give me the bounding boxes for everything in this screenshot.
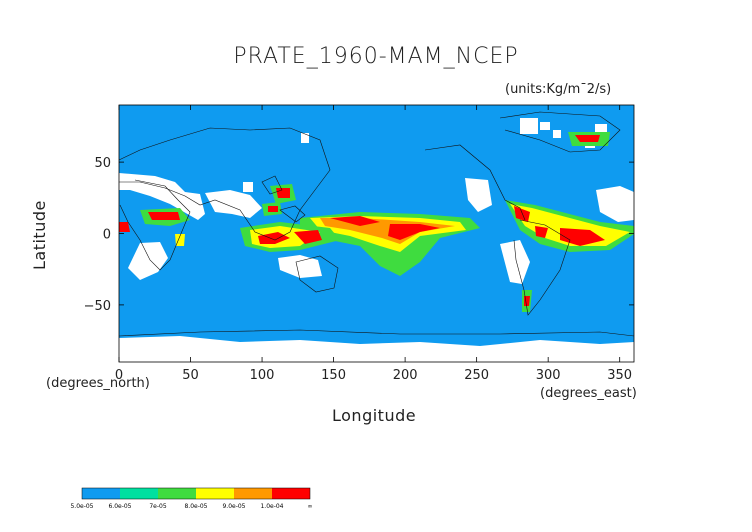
colorbar-label: 8.0e-05 xyxy=(184,503,207,510)
x-tick-label: 150 xyxy=(321,368,346,383)
precip-contours xyxy=(119,132,634,312)
x-tick-label: 100 xyxy=(250,368,275,383)
colorbar-label: 7e-05 xyxy=(149,503,166,510)
x-tick-label: 0 xyxy=(115,368,123,383)
colorbar-label: 1.0e-04 xyxy=(260,503,283,510)
x-tick-label: 350 xyxy=(607,368,632,383)
coastlines xyxy=(118,111,635,337)
colorbar-frame xyxy=(81,487,311,500)
colorbar-swatch xyxy=(196,488,234,499)
colorbar-swatch xyxy=(82,488,120,499)
colorbar-swatch xyxy=(120,488,158,499)
y-tick-label: 50 xyxy=(94,156,111,171)
colorbar-label: ∞ xyxy=(308,503,313,510)
colorbar-label: 9.0e-05 xyxy=(222,503,245,510)
units-label: (units:Kg/m¯2/s) xyxy=(505,82,612,97)
y-axis-ticks: 50 0 −50 xyxy=(84,156,634,314)
colorbar-swatch xyxy=(272,488,310,499)
x-tick-label: 300 xyxy=(536,368,561,383)
y-tick-label: −50 xyxy=(84,299,111,314)
x-unit-right: (degrees_east) xyxy=(540,386,637,401)
x-axis-title: Longitude xyxy=(332,406,417,425)
colorbar-swatch xyxy=(158,488,196,499)
map-title: PRATE_1960-MAM_NCEP xyxy=(233,44,519,69)
colorbar-swatch xyxy=(234,488,272,499)
x-axis-ticks: 0 50 100 150 200 250 300 350 xyxy=(115,105,632,383)
x-tick-label: 50 xyxy=(182,368,199,383)
colorbar: 5.0e-05 6.0e-05 7e-05 8.0e-05 9.0e-05 1.0e-04… xyxy=(70,487,313,510)
low-precip-regions xyxy=(119,118,634,362)
x-tick-label: 250 xyxy=(464,368,489,383)
x-unit-left: (degrees_north) xyxy=(46,376,150,391)
x-tick-label: 200 xyxy=(393,368,418,383)
colorbar-label: 6.0e-05 xyxy=(108,503,131,510)
colorbar-label: 5.0e-05 xyxy=(70,503,93,510)
y-tick-label: 0 xyxy=(103,228,111,243)
